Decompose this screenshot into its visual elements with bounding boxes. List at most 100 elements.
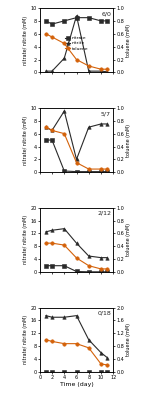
- toluene: [51, 34, 53, 39]
- nitrite: [63, 56, 65, 61]
- X-axis label: Time (day): Time (day): [60, 382, 93, 387]
- Y-axis label: toluene (mM): toluene (mM): [126, 24, 131, 57]
- Text: 2/12: 2/12: [97, 211, 111, 216]
- Y-axis label: nitrate/ nitrite (mM): nitrate/ nitrite (mM): [23, 16, 28, 65]
- nitrate: [45, 263, 47, 268]
- Legend: nitrate, nitrite, toluene: nitrate, nitrite, toluene: [64, 35, 90, 52]
- nitrate: [63, 263, 65, 268]
- toluene: [106, 167, 108, 172]
- nitrate: [51, 22, 53, 26]
- toluene: [51, 339, 53, 344]
- Line: nitrite: nitrite: [44, 314, 109, 359]
- nitrite: [106, 255, 108, 260]
- nitrite: [45, 230, 47, 234]
- toluene: [63, 243, 65, 248]
- nitrate: [76, 15, 77, 20]
- toluene: [106, 362, 108, 367]
- Line: nitrite: nitrite: [44, 227, 109, 259]
- nitrate: [51, 263, 53, 268]
- nitrate: [100, 169, 102, 174]
- toluene: [76, 160, 77, 165]
- nitrate: [106, 369, 108, 374]
- Text: 0/18: 0/18: [97, 311, 111, 316]
- nitrite: [88, 69, 90, 74]
- Line: toluene: toluene: [44, 242, 109, 271]
- toluene: [100, 67, 102, 72]
- nitrate: [100, 270, 102, 274]
- nitrite: [106, 355, 108, 360]
- Y-axis label: toluene (mM): toluene (mM): [126, 124, 131, 156]
- nitrite: [63, 109, 65, 114]
- toluene: [100, 362, 102, 366]
- nitrite: [51, 69, 53, 74]
- nitrite: [51, 128, 53, 133]
- Text: 6/0: 6/0: [101, 11, 111, 16]
- nitrate: [100, 369, 102, 374]
- nitrate: [106, 270, 108, 274]
- toluene: [45, 125, 47, 130]
- toluene: [106, 67, 108, 72]
- nitrate: [45, 369, 47, 374]
- toluene: [100, 266, 102, 271]
- nitrite: [100, 350, 102, 355]
- nitrite: [45, 69, 47, 74]
- Y-axis label: nitrate/ nitrite (mM): nitrate/ nitrite (mM): [23, 116, 28, 165]
- nitrite: [100, 255, 102, 260]
- Line: toluene: toluene: [44, 32, 109, 71]
- Y-axis label: nitrate/ nitrite (mM): nitrate/ nitrite (mM): [23, 215, 28, 264]
- nitrate: [88, 169, 90, 174]
- nitrate: [51, 369, 53, 374]
- Line: nitrite: nitrite: [44, 14, 109, 74]
- nitrate: [100, 18, 102, 23]
- nitrite: [51, 228, 53, 233]
- nitrate: [63, 168, 65, 173]
- Line: nitrate: nitrate: [44, 16, 109, 26]
- nitrate: [45, 18, 47, 23]
- nitrate: [51, 138, 53, 142]
- toluene: [51, 241, 53, 246]
- nitrite: [51, 315, 53, 320]
- nitrate: [76, 369, 77, 374]
- nitrite: [100, 122, 102, 126]
- nitrite: [106, 69, 108, 74]
- nitrate: [88, 270, 90, 274]
- toluene: [88, 167, 90, 172]
- Line: nitrite: nitrite: [44, 109, 109, 161]
- nitrate: [63, 369, 65, 374]
- toluene: [63, 131, 65, 136]
- Line: toluene: toluene: [44, 126, 109, 171]
- nitrate: [45, 138, 47, 142]
- toluene: [63, 341, 65, 346]
- nitrite: [76, 313, 77, 318]
- nitrate: [106, 169, 108, 174]
- nitrite: [88, 125, 90, 130]
- Y-axis label: toluene (mM): toluene (mM): [126, 224, 131, 256]
- Y-axis label: nitrate/ nitrite (mM): nitrate/ nitrite (mM): [23, 315, 28, 364]
- toluene: [76, 57, 77, 62]
- toluene: [45, 337, 47, 342]
- Line: toluene: toluene: [44, 338, 109, 367]
- toluene: [63, 41, 65, 46]
- toluene: [76, 256, 77, 260]
- toluene: [100, 167, 102, 172]
- Line: nitrate: nitrate: [44, 138, 109, 173]
- nitrite: [76, 241, 77, 246]
- nitrite: [76, 13, 77, 18]
- nitrate: [106, 18, 108, 23]
- nitrite: [45, 313, 47, 318]
- nitrite: [100, 69, 102, 74]
- nitrate: [88, 369, 90, 374]
- toluene: [88, 263, 90, 268]
- nitrate: [76, 269, 77, 274]
- nitrite: [63, 315, 65, 320]
- nitrate: [88, 15, 90, 20]
- toluene: [106, 266, 108, 271]
- nitrite: [45, 125, 47, 130]
- toluene: [88, 64, 90, 68]
- Line: nitrate: nitrate: [44, 264, 109, 274]
- nitrate: [76, 169, 77, 174]
- nitrite: [106, 122, 108, 126]
- toluene: [45, 31, 47, 36]
- nitrate: [63, 18, 65, 23]
- nitrite: [63, 226, 65, 231]
